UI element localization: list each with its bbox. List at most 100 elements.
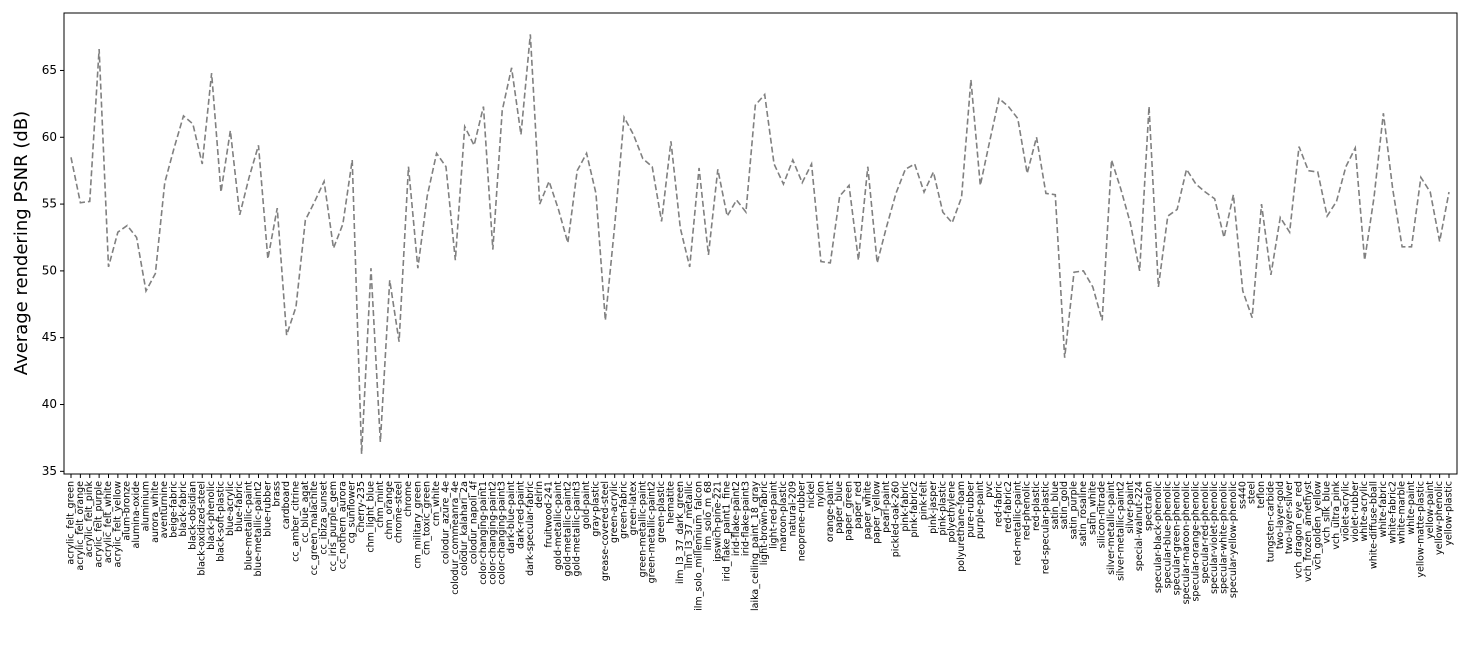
x-tick-label: colodur_commeanra_4e [450, 481, 461, 595]
x-tick-label: nylon [815, 481, 826, 507]
x-tick-label: chrome-steel [394, 481, 405, 543]
x-tick-label: cc_green_malachite [309, 481, 320, 576]
x-tick-label: specular-green-phenolic [1172, 481, 1183, 595]
x-tick-label: silver-metallic-paint [1106, 481, 1117, 575]
x-tick-label: blue-fabric [234, 481, 245, 532]
x-tick-label: red-plastic [1031, 481, 1042, 531]
x-tick-label: colodur_azure_4e [440, 481, 451, 564]
x-tick-label: spectralon [1144, 481, 1155, 531]
x-tick-label: cc_nothern_aurora [337, 481, 348, 569]
x-tick-label: paper_red [853, 481, 864, 529]
x-tick-label: color-changing-paint3 [497, 481, 508, 585]
x-tick-label: pink-felt [919, 481, 930, 520]
x-tick-label: white-fabric2 [1387, 481, 1398, 543]
x-tick-label: yellow-matte-plastic [1415, 481, 1426, 578]
x-tick-label: alum-bronze [122, 481, 133, 541]
x-tick-label: steel [1247, 481, 1258, 504]
x-tick-label: two-layer-gold [1275, 481, 1286, 549]
x-tick-label: polyethylene [947, 481, 958, 543]
y-axis-label: Average rendering PSNR (dB) [11, 111, 32, 375]
y-tick-label: 50 [42, 263, 57, 277]
x-tick-label: grease-covered-steel [600, 481, 611, 581]
x-tick-label: satin_white [1087, 481, 1098, 535]
x-tick-label: blue-metallic-paint2 [253, 481, 264, 576]
x-tick-label: colodur_kalahari_2a [459, 481, 470, 576]
x-tick-label: chm_light_blue [365, 481, 376, 553]
x-tick-label: light-red-paint [769, 481, 780, 549]
x-tick-label: white-marble [1397, 481, 1408, 544]
x-tick-label: satin_rosaline [1078, 481, 1089, 546]
x-tick-label: brass [272, 481, 283, 507]
x-tick-label: color-changing-paint1 [478, 481, 489, 585]
x-tick-label: polyurethane-foam [956, 481, 967, 572]
x-tick-label: vch_golden_yellow [1312, 481, 1323, 570]
x-tick-label: blue-metallic-paint [244, 481, 255, 571]
x-tick-label: cc_ibiza_sunset [319, 481, 330, 555]
x-tick-label: color-changing-paint2 [487, 481, 498, 585]
y-tick-label: 45 [42, 330, 57, 344]
x-tick-label: cc_iris_purple_gem [328, 481, 339, 571]
x-tick-label: acrylic_felt_purple [94, 481, 105, 568]
x-tick-label: acrylic_felt_yellow [112, 481, 123, 568]
x-tick-label: ilm_solo_millennium_falcon [694, 481, 705, 611]
x-tick-label: pearl-paint [881, 481, 892, 533]
x-tick-label: pure-rubber [965, 481, 976, 538]
y-tick-label: 60 [42, 130, 57, 144]
data-line [70, 34, 1450, 454]
x-tick-label: red-metallic-paint [1012, 481, 1023, 566]
x-tick-label: aurora_white [150, 481, 161, 543]
x-tick-label: specular-black-phenolic [1153, 481, 1164, 593]
x-tick-label: green-acrylic [609, 481, 620, 543]
x-tick-label: green-plastic [656, 481, 667, 543]
x-tick-label: vch_frozen_amethyst [1303, 481, 1314, 582]
x-tick-label: chm_orange [384, 481, 395, 540]
x-tick-label: pink-jasper [928, 481, 939, 534]
x-tick-label: ilm_solo_m_68 [703, 481, 714, 550]
x-tick-label: maroon-plastic [778, 481, 789, 552]
x-tick-label: specular-violet-phenolic [1209, 481, 1220, 594]
x-tick-label: yellow-paint [1425, 481, 1436, 539]
x-tick-label: paper_yellow [872, 481, 883, 544]
x-tick-label: vch_dragon_eye_red [1294, 481, 1305, 579]
x-tick-label: silver-metallic-paint2 [1115, 481, 1126, 581]
x-tick-label: red-specular-plastic [1040, 481, 1051, 574]
x-tick-label: violet-rubber [1350, 481, 1361, 543]
y-tick-label: 65 [42, 63, 57, 77]
x-tick-label: cm_toxic_green [422, 481, 433, 555]
x-tick-label: paper_green [844, 481, 855, 541]
y-tick-label: 55 [42, 197, 57, 211]
x-tick-label: ilm_l3_37_metallic [684, 481, 695, 568]
x-tick-label: dark-specular-fabric [525, 481, 536, 576]
x-tick-label: red-phenolic [1022, 481, 1033, 540]
x-tick-label: red-fabric [994, 481, 1005, 527]
x-tick-label: cc_blue_agat [300, 481, 311, 543]
x-tick-label: blue-rubber [262, 481, 273, 537]
x-tick-label: silver-paint [1125, 481, 1136, 534]
x-tick-label: black-oxidized-steel [197, 481, 208, 576]
x-tick-label: nickel [806, 481, 817, 509]
x-tick-label: cm_white [431, 481, 442, 526]
x-tick-label: ss440 [1237, 481, 1248, 509]
x-tick-label: green-metallic-paint [637, 481, 648, 578]
x-tick-label: delrin [534, 481, 545, 508]
x-tick-label: aluminium [140, 481, 151, 531]
x-tick-label: specular-blue-phenolic [1162, 481, 1173, 588]
x-tick-label: cc_amber_citrine [290, 481, 301, 562]
x-tick-label: yellow-phenolic [1434, 481, 1445, 555]
x-tick-label: white-paint [1406, 481, 1417, 535]
x-tick-label: gold-metallic-paint3 [572, 481, 583, 576]
x-tick-label: black-soft-plastic [215, 481, 226, 562]
x-tick-label: special-walnut-224 [1134, 481, 1145, 571]
x-tick-label: pvc [984, 481, 995, 498]
x-tick-label: specular-maroon-phenolic [1181, 481, 1192, 604]
x-tick-label: gold-paint [581, 481, 592, 529]
x-tick-label: vch_ultra_pink [1331, 481, 1342, 550]
x-tick-label: tungsten-carbide [1265, 481, 1276, 562]
x-tick-label: acrylic_felt_green [66, 481, 77, 565]
x-tick-label: green-latex [628, 481, 639, 536]
x-tick-label: beige-fabric [169, 481, 180, 538]
x-tick-label: silicon-nitrade [1097, 481, 1108, 548]
x-tick-label: satin_blue [1050, 481, 1061, 530]
x-tick-label: neoprene-rubber [797, 481, 808, 561]
